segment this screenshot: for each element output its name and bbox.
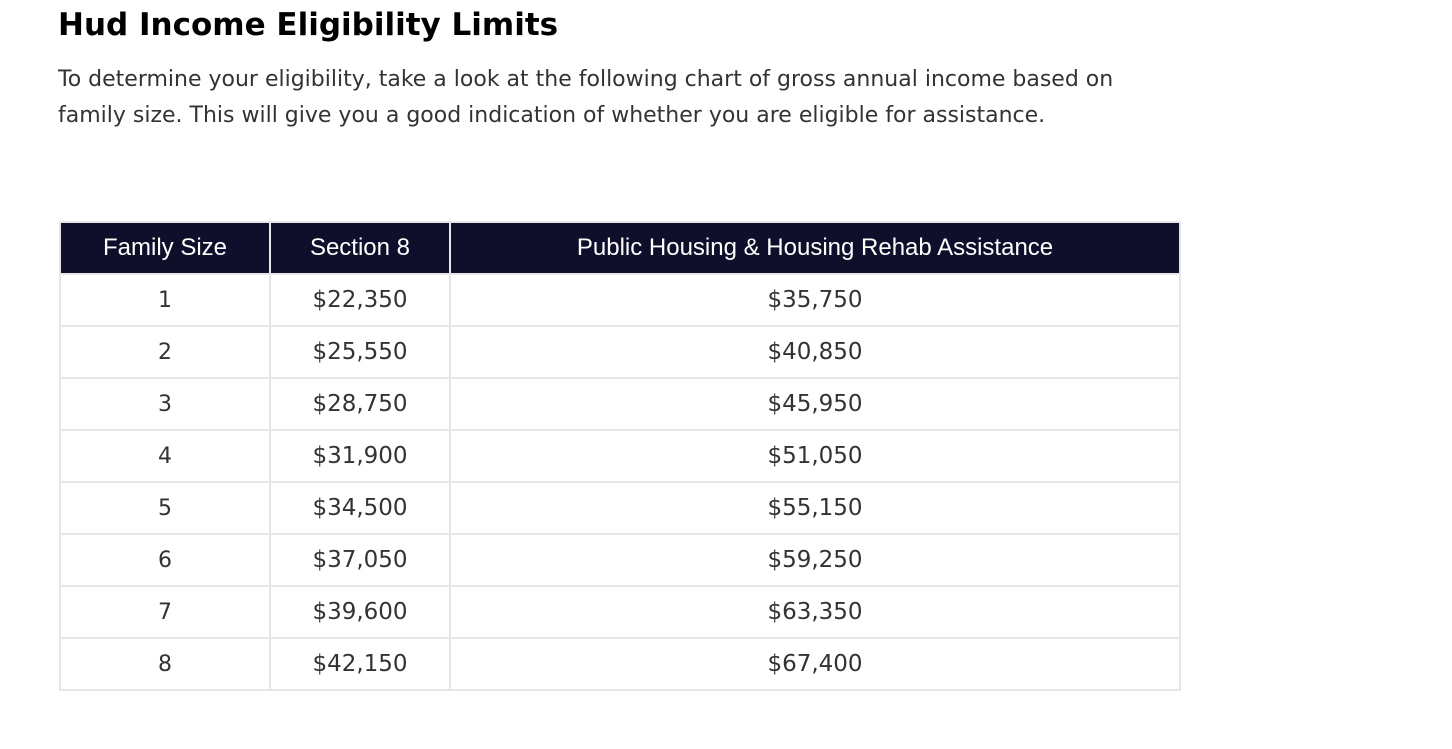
table-row: 8 $42,150 $67,400 — [59, 637, 1181, 691]
family-size-cell: 2 — [59, 325, 271, 379]
public-housing-cell: $63,350 — [449, 585, 1181, 639]
public-housing-cell: $59,250 — [449, 533, 1181, 587]
section-8-cell: $31,900 — [269, 429, 451, 483]
public-housing-cell: $40,850 — [449, 325, 1181, 379]
public-housing-cell: $67,400 — [449, 637, 1181, 691]
section-8-cell: $22,350 — [269, 273, 451, 327]
table-row: 1 $22,350 $35,750 — [59, 273, 1181, 327]
intro-paragraph: To determine your eligibility, take a lo… — [58, 67, 1114, 128]
family-size-cell: 8 — [59, 637, 271, 691]
section-8-cell: $25,550 — [269, 325, 451, 379]
table-row: 6 $37,050 $59,250 — [59, 533, 1181, 587]
family-size-cell: 4 — [59, 429, 271, 483]
eligibility-table-container: Family Size Section 8 Public Housing & H… — [59, 221, 1181, 691]
section-8-cell: $28,750 — [269, 377, 451, 431]
column-header-section-8: Section 8 — [269, 221, 451, 275]
table-body: 1 $22,350 $35,750 2 $25,550 $40,850 3 $2… — [59, 273, 1181, 691]
section-8-cell: $39,600 — [269, 585, 451, 639]
section-8-cell: $34,500 — [269, 481, 451, 535]
table-row: 4 $31,900 $51,050 — [59, 429, 1181, 483]
column-header-family-size: Family Size — [59, 221, 271, 275]
public-housing-cell: $55,150 — [449, 481, 1181, 535]
family-size-cell: 6 — [59, 533, 271, 587]
section-8-cell: $37,050 — [269, 533, 451, 587]
public-housing-cell: $45,950 — [449, 377, 1181, 431]
table-row: 2 $25,550 $40,850 — [59, 325, 1181, 379]
section-8-cell: $42,150 — [269, 637, 451, 691]
table-header-row: Family Size Section 8 Public Housing & H… — [59, 221, 1181, 275]
table-header: Family Size Section 8 Public Housing & H… — [59, 221, 1181, 275]
family-size-cell: 1 — [59, 273, 271, 327]
public-housing-cell: $51,050 — [449, 429, 1181, 483]
family-size-cell: 3 — [59, 377, 271, 431]
table-row: 7 $39,600 $63,350 — [59, 585, 1181, 639]
family-size-cell: 7 — [59, 585, 271, 639]
eligibility-table: Family Size Section 8 Public Housing & H… — [59, 221, 1181, 691]
page-title: Hud Income Eligibility Limits — [58, 7, 559, 43]
public-housing-cell: $35,750 — [449, 273, 1181, 327]
family-size-cell: 5 — [59, 481, 271, 535]
column-header-public-housing: Public Housing & Housing Rehab Assistanc… — [449, 221, 1181, 275]
table-row: 5 $34,500 $55,150 — [59, 481, 1181, 535]
table-row: 3 $28,750 $45,950 — [59, 377, 1181, 431]
